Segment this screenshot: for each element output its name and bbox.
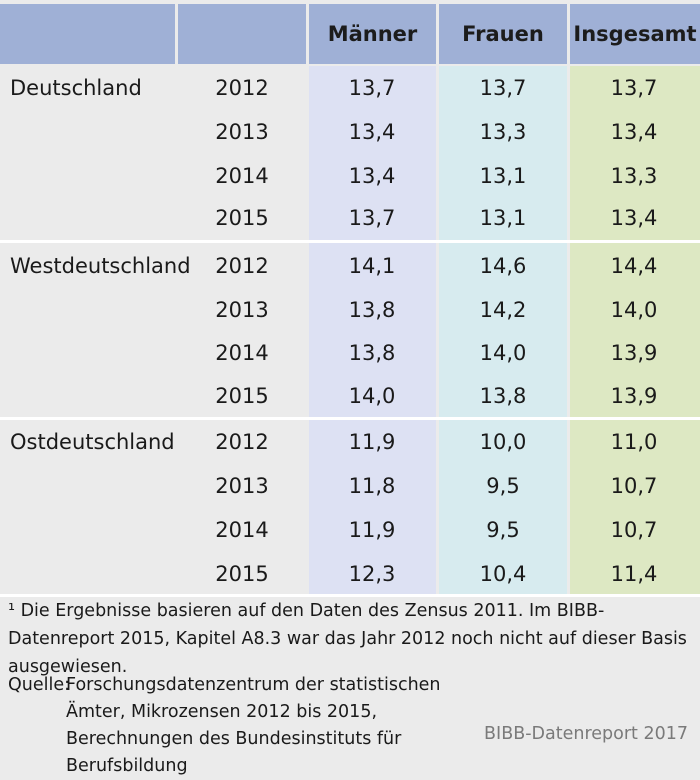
maenner-cell: 13,4	[348, 120, 396, 144]
maenner-cell: 13,8	[348, 298, 396, 322]
brand-label: BIBB-Datenreport 2017	[484, 724, 688, 744]
insgesamt-cell: 11,4	[610, 562, 658, 586]
maenner-cell: 13,7	[348, 76, 396, 100]
year-cell: 2015	[215, 206, 269, 230]
header-cell-insgesamt: Insgesamt	[570, 4, 700, 64]
frauen-cell: 9,5	[486, 474, 520, 498]
header-cell-maenner: Männer	[309, 4, 436, 64]
table-row: Ostdeutschland 2012 11,9 10,0 11,0	[0, 420, 700, 464]
table-row: Deutschland 2012 13,7 13,7 13,7	[0, 66, 700, 110]
header-cell-region	[0, 4, 175, 64]
table-row: 2015 13,7 13,1 13,4	[0, 196, 700, 240]
table-row: Westdeutschland 2012 14,1 14,6 14,4	[0, 244, 700, 288]
year-cell: 2012	[215, 430, 269, 454]
maenner-cell: 13,8	[348, 341, 396, 365]
table-row: 2014 13,4 13,1 13,3	[0, 154, 700, 198]
year-cell: 2012	[215, 254, 269, 278]
insgesamt-cell: 13,9	[610, 341, 658, 365]
band-separator	[0, 240, 700, 243]
frauen-cell: 14,6	[479, 254, 527, 278]
insgesamt-cell: 13,4	[610, 120, 658, 144]
maenner-cell: 11,9	[348, 430, 396, 454]
maenner-cell: 14,0	[348, 384, 396, 408]
column-bg-insgesamt	[570, 66, 700, 594]
frauen-cell: 13,1	[479, 164, 527, 188]
frauen-cell: 13,7	[479, 76, 527, 100]
source-text: Forschungsdatenzentrum der statistischen…	[66, 675, 441, 776]
table-row: 2014 13,8 14,0 13,9	[0, 331, 700, 375]
frauen-cell: 14,0	[479, 341, 527, 365]
frauen-cell: 13,3	[479, 120, 527, 144]
frauen-cell: 9,5	[486, 518, 520, 542]
year-cell: 2014	[215, 341, 269, 365]
insgesamt-cell: 13,4	[610, 206, 658, 230]
insgesamt-cell: 10,7	[610, 518, 658, 542]
region-label: Westdeutschland	[10, 254, 191, 278]
year-cell: 2013	[215, 120, 269, 144]
year-cell: 2015	[215, 384, 269, 408]
insgesamt-cell: 14,0	[610, 298, 658, 322]
column-bg-maenner	[309, 66, 436, 594]
band-separator	[0, 417, 700, 420]
column-bg-frauen	[439, 66, 567, 594]
header-cell-year	[178, 4, 306, 64]
insgesamt-cell: 13,3	[610, 164, 658, 188]
year-cell: 2013	[215, 474, 269, 498]
table-row: 2015 12,3 10,4 11,4	[0, 552, 700, 596]
table-row: 2013 11,8 9,5 10,7	[0, 464, 700, 508]
band-separator	[0, 594, 700, 597]
frauen-cell: 10,0	[479, 430, 527, 454]
year-cell: 2013	[215, 298, 269, 322]
frauen-cell: 10,4	[479, 562, 527, 586]
insgesamt-cell: 13,7	[610, 76, 658, 100]
year-cell: 2014	[215, 518, 269, 542]
insgesamt-cell: 10,7	[610, 474, 658, 498]
region-label: Deutschland	[10, 76, 142, 100]
header-cell-frauen: Frauen	[439, 4, 567, 64]
source-label: Quelle:	[8, 675, 71, 695]
year-cell: 2012	[215, 76, 269, 100]
table-row: 2013 13,4 13,3 13,4	[0, 110, 700, 154]
insgesamt-cell: 13,9	[610, 384, 658, 408]
insgesamt-cell: 14,4	[610, 254, 658, 278]
frauen-cell: 13,8	[479, 384, 527, 408]
maenner-cell: 13,4	[348, 164, 396, 188]
maenner-cell: 12,3	[348, 562, 396, 586]
year-cell: 2014	[215, 164, 269, 188]
table-row: 2013 13,8 14,2 14,0	[0, 288, 700, 332]
maenner-cell: 11,9	[348, 518, 396, 542]
region-label: Ostdeutschland	[10, 430, 175, 454]
maenner-cell: 13,7	[348, 206, 396, 230]
footnote: ¹ Die Ergebnisse basieren auf den Daten …	[8, 601, 687, 677]
table-row: 2015 14,0 13,8 13,9	[0, 374, 700, 418]
table-header: Männer Frauen Insgesamt	[0, 0, 700, 66]
maenner-cell: 11,8	[348, 474, 396, 498]
frauen-cell: 14,2	[479, 298, 527, 322]
maenner-cell: 14,1	[348, 254, 396, 278]
year-cell: 2015	[215, 562, 269, 586]
insgesamt-cell: 11,0	[610, 430, 658, 454]
table-row: 2014 11,9 9,5 10,7	[0, 508, 700, 552]
frauen-cell: 13,1	[479, 206, 527, 230]
